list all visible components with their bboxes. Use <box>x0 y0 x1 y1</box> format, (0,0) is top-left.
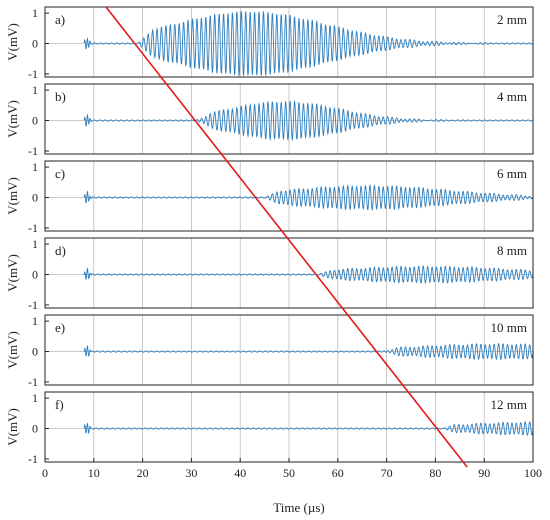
x-tick-label: 70 <box>381 466 393 480</box>
y-tick-label: 1 <box>32 391 38 405</box>
x-axis-label: Time (µs) <box>273 500 324 515</box>
panel-frame <box>44 160 534 232</box>
panel-frame <box>44 237 534 309</box>
y-tick-label: 1 <box>32 83 38 97</box>
panel-5: 1 0 -1 V(mV) e) 10 mm <box>5 314 534 389</box>
y-axis-label: V(mV) <box>5 254 20 292</box>
x-tick-label: 0 <box>42 466 48 480</box>
y-axis-label: V(mV) <box>5 331 20 369</box>
panel-label: d) <box>55 243 66 258</box>
distance-label: 8 mm <box>497 243 527 258</box>
signal-trace-6 <box>83 421 534 436</box>
x-tick-label: 90 <box>478 466 490 480</box>
y-axis-label: V(mV) <box>5 100 20 138</box>
y-tick-label: -1 <box>28 452 38 466</box>
y-tick-label: 0 <box>32 191 38 205</box>
signal-trace-1 <box>83 10 534 77</box>
x-tick-label: 80 <box>429 466 441 480</box>
y-tick-label: -1 <box>28 67 38 81</box>
y-tick-label: 0 <box>32 422 38 436</box>
y-axis-label: V(mV) <box>5 177 20 215</box>
y-tick-label: 0 <box>32 114 38 128</box>
y-tick-label: 1 <box>32 6 38 20</box>
distance-label: 2 mm <box>497 12 527 27</box>
x-axis: 0 10 20 30 40 50 60 70 80 90 100 <box>42 458 542 480</box>
x-tick-label: 20 <box>137 466 149 480</box>
x-tick-label: 10 <box>88 466 100 480</box>
y-tick-label: -1 <box>28 144 38 158</box>
y-tick-label: -1 <box>28 298 38 312</box>
y-tick-label: 1 <box>32 237 38 251</box>
signal-trace-4 <box>83 264 534 284</box>
panel-label: c) <box>55 166 65 181</box>
x-tick-label: 50 <box>283 466 295 480</box>
x-tick-label: 100 <box>524 466 542 480</box>
signal-trace-5 <box>83 342 534 361</box>
signal-trace-3 <box>83 184 534 211</box>
arrival-line <box>105 6 468 468</box>
panel-label: f) <box>55 397 64 412</box>
y-tick-label: -1 <box>28 221 38 235</box>
x-tick-label: 60 <box>332 466 344 480</box>
panels-group: 1 0 -1 V(mV) a) 2 mm 1 0 -1 V(mV) b) 4 mm 1 0 -1 V(mV) c… <box>5 6 534 466</box>
panel-frame <box>44 314 534 386</box>
arrival-line-layer <box>105 6 468 468</box>
panel-3: 1 0 -1 V(mV) c) 6 mm <box>5 160 534 235</box>
distance-label: 10 mm <box>491 320 527 335</box>
y-tick-label: -1 <box>28 375 38 389</box>
panel-label: a) <box>55 12 65 27</box>
panel-1: 1 0 -1 V(mV) a) 2 mm <box>5 6 534 81</box>
y-tick-label: 0 <box>32 345 38 359</box>
panel-2: 1 0 -1 V(mV) b) 4 mm <box>5 83 534 158</box>
x-tick-label: 40 <box>234 466 246 480</box>
panel-label: e) <box>55 320 65 335</box>
y-axis-label: V(mV) <box>5 23 20 61</box>
y-tick-label: 1 <box>32 160 38 174</box>
panel-4: 1 0 -1 V(mV) d) 8 mm <box>5 237 534 312</box>
distance-label: 12 mm <box>491 397 527 412</box>
y-tick-label: 1 <box>32 314 38 328</box>
distance-label: 6 mm <box>497 166 527 181</box>
panel-frame <box>44 83 534 155</box>
signal-trace-2 <box>83 99 534 141</box>
x-tick-label: 30 <box>185 466 197 480</box>
distance-label: 4 mm <box>497 89 527 104</box>
y-axis-label: V(mV) <box>5 408 20 446</box>
panel-6: 1 0 -1 V(mV) f) 12 mm <box>5 391 534 466</box>
panel-label: b) <box>55 89 66 104</box>
y-tick-label: 0 <box>32 37 38 51</box>
y-tick-label: 0 <box>32 268 38 282</box>
panel-frame <box>44 6 534 78</box>
